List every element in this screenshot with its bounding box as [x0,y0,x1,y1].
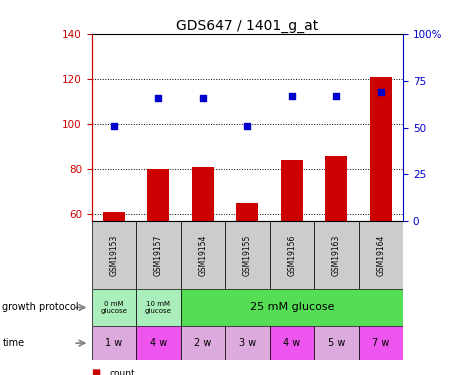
Text: GSM19153: GSM19153 [109,234,118,276]
Bar [270,326,314,360]
Bar [92,289,136,326]
Point [155,94,162,100]
Bar [225,326,270,360]
Text: count: count [110,369,136,375]
Bar [92,221,136,289]
Text: 5 w: 5 w [327,338,345,348]
Text: 0 mM
glucose: 0 mM glucose [100,301,127,314]
Point [377,89,384,95]
Bar [147,169,169,350]
Text: 4 w: 4 w [283,338,300,348]
Bar [225,221,270,289]
Bar [236,203,258,350]
Text: 1 w: 1 w [105,338,122,348]
Bar [270,221,314,289]
Bar [314,221,359,289]
Point [199,94,207,100]
Bar [180,221,225,289]
Bar [281,160,303,350]
Bar [103,212,125,350]
Text: 2 w: 2 w [194,338,212,348]
Bar [325,156,348,350]
Bar [92,326,136,360]
Text: growth protocol: growth protocol [2,303,79,312]
Bar [314,326,359,360]
Point [288,93,295,99]
Title: GDS647 / 1401_g_at: GDS647 / 1401_g_at [176,19,318,33]
Text: 10 mM
glucose: 10 mM glucose [145,301,172,314]
Bar [192,167,214,350]
Text: GSM19163: GSM19163 [332,234,341,276]
Text: 4 w: 4 w [150,338,167,348]
Bar [136,289,180,326]
Text: GSM19154: GSM19154 [198,234,207,276]
Text: ■: ■ [92,368,101,375]
Bar [370,76,392,350]
Text: GSM19157: GSM19157 [154,234,163,276]
Text: time: time [2,338,24,348]
Bar [359,326,403,360]
Text: GSM19155: GSM19155 [243,234,252,276]
Text: GSM19164: GSM19164 [376,234,385,276]
Text: 7 w: 7 w [372,338,389,348]
Point [333,93,340,99]
Point [110,123,118,129]
Text: GSM19156: GSM19156 [287,234,296,276]
Bar [180,289,403,326]
Text: 25 mM glucose: 25 mM glucose [250,303,334,312]
Bar [136,326,180,360]
Bar [359,221,403,289]
Point [244,123,251,129]
Bar [136,221,180,289]
Bar [180,326,225,360]
Text: 3 w: 3 w [239,338,256,348]
